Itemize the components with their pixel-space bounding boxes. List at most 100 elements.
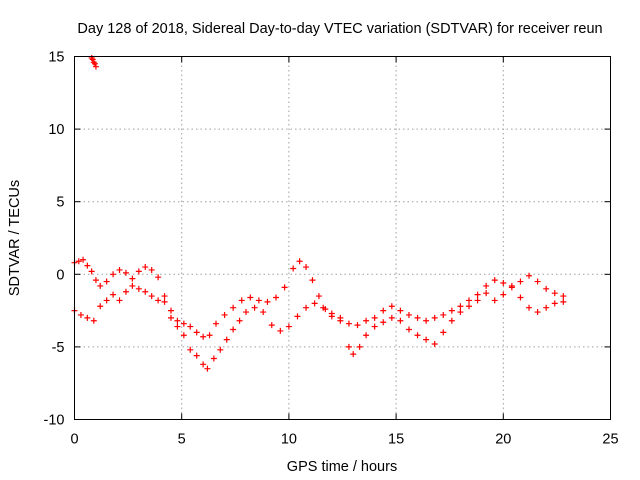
x-tick-label: 0 — [70, 432, 78, 448]
data-point — [161, 293, 168, 300]
data-point — [328, 310, 335, 317]
data-point — [337, 314, 344, 321]
data-point — [255, 297, 262, 304]
data-point — [388, 314, 395, 321]
data-point — [543, 285, 550, 292]
data-point — [534, 278, 541, 285]
data-point — [534, 309, 541, 316]
data-point — [148, 266, 155, 273]
data-point — [174, 323, 181, 330]
data-point — [345, 320, 352, 327]
data-point — [303, 304, 310, 311]
data-point — [491, 277, 498, 284]
y-tick-label: 5 — [56, 195, 64, 211]
data-point — [491, 297, 498, 304]
data-point — [551, 290, 558, 297]
y-tick-label: 10 — [48, 122, 64, 138]
data-point — [440, 329, 447, 336]
data-point — [290, 265, 297, 272]
data-point — [397, 307, 404, 314]
y-tick-labels: -10 -5 0 5 10 15 — [44, 50, 65, 429]
data-point — [88, 268, 95, 275]
data-point — [221, 311, 228, 318]
data-point — [75, 258, 82, 265]
data-point — [238, 297, 245, 304]
data-point — [243, 309, 250, 316]
data-point — [135, 268, 142, 275]
data-point — [84, 314, 91, 321]
data-point — [543, 304, 550, 311]
data-point — [380, 307, 387, 314]
data-point — [309, 277, 316, 284]
data-point — [363, 317, 370, 324]
data-point — [264, 298, 271, 305]
series-outlier-arc — [88, 54, 99, 70]
data-point — [440, 311, 447, 318]
data-point — [193, 352, 200, 359]
data-point — [311, 300, 318, 307]
gridlines — [74, 56, 611, 420]
data-point — [122, 269, 129, 276]
data-point — [230, 326, 237, 333]
data-point — [167, 314, 174, 321]
series-upper-band — [71, 256, 567, 340]
data-point — [247, 294, 254, 301]
data-point — [296, 258, 303, 265]
y-tick-label: 15 — [48, 50, 64, 66]
data-point — [508, 284, 515, 291]
y-axis-label: SDTVAR / TECUs — [7, 180, 23, 296]
data-point — [103, 297, 110, 304]
x-tick-label: 25 — [602, 432, 618, 448]
chart-title: Day 128 of 2018, Sidereal Day-to-day VTE… — [77, 21, 602, 37]
y-tick-label: 0 — [56, 267, 64, 283]
data-point — [354, 322, 361, 329]
data-point — [129, 282, 136, 289]
data-point — [161, 298, 168, 305]
data-point — [217, 346, 224, 353]
series-lower-band — [71, 282, 567, 372]
data-point — [90, 317, 97, 324]
data-point — [148, 293, 155, 300]
data-point — [135, 285, 142, 292]
data-point — [167, 307, 174, 314]
data-point — [236, 317, 243, 324]
x-tick-label: 15 — [388, 432, 404, 448]
data-point — [103, 278, 110, 285]
data-point — [281, 284, 288, 291]
data-point — [193, 329, 200, 336]
data-point — [116, 266, 123, 273]
data-point — [474, 297, 481, 304]
data-point — [277, 327, 284, 334]
data-point — [405, 326, 412, 333]
data-point — [142, 288, 149, 295]
data-point — [206, 332, 213, 339]
data-point — [251, 304, 258, 311]
data-point — [345, 343, 352, 350]
data-point — [371, 323, 378, 330]
data-point — [315, 293, 322, 300]
data-points — [71, 54, 567, 372]
data-point — [303, 264, 310, 271]
data-point — [110, 291, 117, 298]
y-tick-label: -5 — [52, 340, 65, 356]
data-point — [457, 303, 464, 310]
data-point — [187, 323, 194, 330]
data-point — [457, 309, 464, 316]
data-point — [526, 304, 533, 311]
data-point — [560, 293, 567, 300]
data-point — [465, 303, 472, 310]
data-point — [89, 56, 96, 63]
data-point — [483, 290, 490, 297]
data-point — [483, 282, 490, 289]
data-point — [405, 311, 412, 318]
data-point — [223, 336, 230, 343]
data-point — [397, 317, 404, 324]
data-point — [423, 317, 430, 324]
data-point — [465, 297, 472, 304]
data-point — [380, 319, 387, 326]
data-point — [260, 309, 267, 316]
data-point — [356, 343, 363, 350]
data-point — [526, 272, 533, 279]
data-point — [448, 317, 455, 324]
